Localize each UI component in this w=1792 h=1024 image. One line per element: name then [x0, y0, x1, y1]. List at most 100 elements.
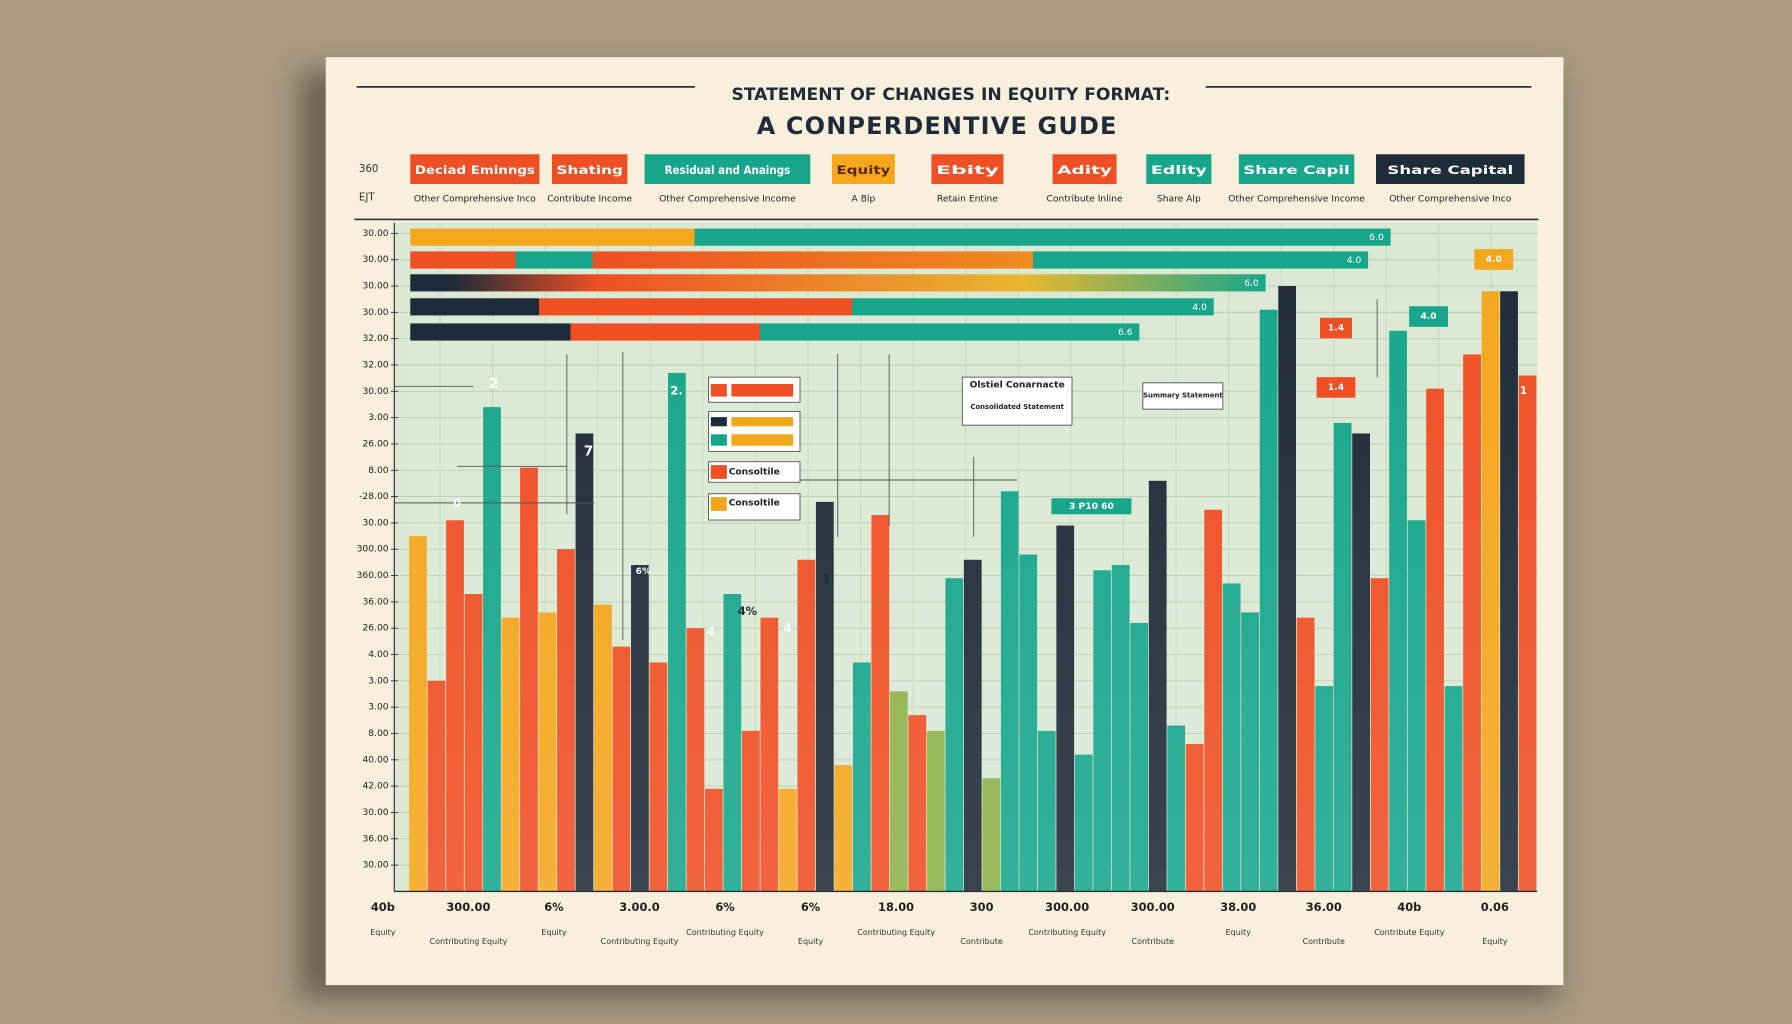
x-label: 6%	[801, 900, 821, 914]
legend-note: Retain Entine	[937, 194, 998, 204]
x-note: Equity	[1482, 937, 1508, 946]
x-note: Equity	[541, 928, 567, 937]
annotation: 4	[783, 621, 791, 635]
hbar	[410, 323, 1140, 341]
y-tick-label: 40.00	[362, 755, 388, 765]
legend-swatch	[832, 154, 895, 184]
legend-label: Share Capil	[1243, 163, 1349, 177]
hbar	[410, 228, 1391, 246]
annotation: Consolidated Statement	[970, 403, 1064, 411]
y-tick-label: 8.00	[368, 729, 389, 739]
x-label: 40b	[371, 900, 395, 914]
y-tick-label: 32.00	[362, 360, 388, 370]
x-note: Contributing Equity	[686, 928, 764, 937]
callout-swatches	[710, 249, 1514, 515]
annotation: 6%	[636, 567, 652, 577]
x-label: 300.00	[446, 900, 490, 914]
x-label: 18.00	[878, 900, 914, 914]
legend-label: Shating	[557, 163, 623, 177]
x-note: Contribute	[960, 937, 1002, 946]
x-label: 300.00	[1131, 900, 1175, 914]
x-label: 3.00.0	[619, 900, 659, 914]
annotation: 3 P10 60	[1069, 502, 1114, 512]
x-label: 6%	[715, 900, 735, 914]
annotation: 4.0	[1420, 312, 1436, 322]
annotation: Consoltile	[729, 498, 780, 508]
subtitle: A CONPERDENTIVE GUDE	[757, 112, 1118, 140]
annotation: 1	[822, 572, 830, 586]
y-tick-label: 360.00	[357, 571, 389, 581]
hbar-label: 6.0	[1369, 233, 1384, 243]
hbar-label: 4.0	[1192, 303, 1207, 313]
legend-swatch	[644, 154, 811, 184]
x-note: Equity	[1226, 928, 1252, 937]
legend-label: Share Capital	[1387, 163, 1513, 177]
annotation: 2	[489, 376, 499, 392]
legend-swatch	[1238, 154, 1355, 184]
hbar	[410, 274, 1266, 292]
y-tick-label: 26.00	[362, 439, 388, 449]
y-tick-label: 300.00	[357, 545, 389, 555]
annotation: 4%	[738, 604, 758, 618]
annotation: 4.0	[1486, 255, 1502, 265]
annotation: 2.	[670, 383, 682, 397]
x-note: Contribute Equity	[1374, 928, 1445, 937]
legend-label: Deciad Eminngs	[415, 163, 535, 177]
legend-note: Contribute Income	[547, 194, 632, 204]
annotation: 1.4	[1328, 323, 1344, 333]
legend-label: Equity	[837, 163, 891, 177]
hbar	[410, 251, 1369, 269]
x-label: 0.06	[1481, 900, 1509, 914]
legend-label: Residual and Anaings	[665, 163, 791, 177]
y-tick-label: 32.00	[362, 334, 388, 344]
legend-note: Contribute Inline	[1046, 194, 1123, 204]
legend-label: Edlity	[1151, 163, 1208, 177]
y-tick-label: 30.00	[362, 518, 388, 528]
row-label: 360	[359, 163, 379, 175]
legend-swatch	[552, 154, 628, 184]
hbar	[410, 298, 1214, 316]
x-note: Contributing Equity	[857, 928, 935, 937]
x-label: 300	[970, 900, 994, 914]
x-label: 38.00	[1220, 900, 1256, 914]
bar-sheen	[409, 222, 1538, 892]
y-tick-label: 30.00	[362, 861, 388, 871]
y-tick-label: 30.00	[362, 387, 388, 397]
row-label: EJT	[359, 192, 376, 204]
title: STATEMENT OF CHANGES IN EQUITY FORMAT:	[732, 85, 1171, 105]
y-tick-label: 30.00	[362, 308, 388, 318]
x-note: Contributing Equity	[1028, 928, 1106, 937]
y-tick-label: 3.00	[368, 703, 389, 713]
y-tick-label: 36.00	[362, 597, 388, 607]
x-note: Contributing Equity	[430, 937, 508, 946]
x-label: 36.00	[1306, 900, 1342, 914]
hbar-label: 6.0	[1244, 279, 1259, 289]
y-tick-label: 36.00	[362, 834, 388, 844]
legend-note: Share Alp	[1157, 194, 1201, 204]
legend-note: Other Comprehensive Income	[659, 194, 796, 204]
hbar-label: 6.6	[1118, 328, 1133, 338]
x-label: 6%	[544, 900, 564, 914]
legend-swatch	[1146, 154, 1212, 184]
legend-note: Other Comprehensive Inco	[1389, 194, 1511, 204]
x-note: Contribute	[1303, 937, 1345, 946]
x-note: Contributing Equity	[601, 937, 679, 946]
x-label: 300.00	[1045, 900, 1089, 914]
legend-swatch	[931, 154, 1004, 184]
legend-note: Other Comprehensive Inco	[414, 194, 536, 204]
legend-note: Other Comprehensive Income	[1228, 194, 1365, 204]
y-tick-label: -28.00	[359, 492, 389, 502]
legend-label: Adity	[1057, 163, 1113, 177]
x-note: Equity	[798, 937, 824, 946]
y-tick-label: 3.00	[368, 676, 389, 686]
y-tick-label: 26.00	[362, 624, 388, 634]
x-label: 40b	[1397, 900, 1421, 914]
y-tick-label: 30.00	[362, 255, 388, 265]
x-note: Equity	[370, 928, 396, 937]
y-tick-label: 30.00	[362, 808, 388, 818]
legend-note: A Blp	[852, 194, 876, 204]
legend-label: Ebity	[936, 163, 1000, 177]
legend-swatch	[410, 154, 540, 184]
annotation: 7	[584, 443, 594, 459]
